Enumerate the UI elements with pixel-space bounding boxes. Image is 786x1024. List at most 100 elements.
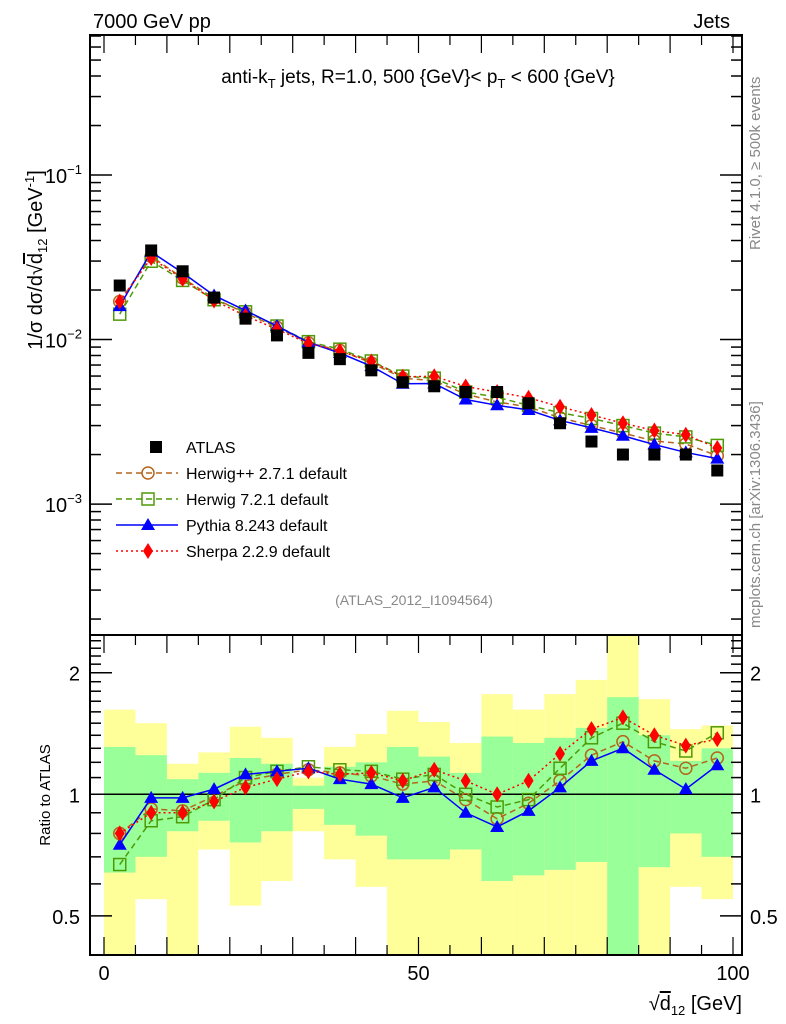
ylabel-arg: d xyxy=(25,253,47,264)
title-sub-a: T xyxy=(268,76,276,91)
legend-label-1: Herwig 7.2.1 default xyxy=(186,492,329,509)
main-series-line-0 xyxy=(119,255,718,457)
ratio-ytick-label-left: 2 xyxy=(69,664,80,686)
main-series-line-2 xyxy=(119,250,718,460)
ratio-series-3-point xyxy=(492,786,503,803)
x-axis-label: √d12 [GeV] xyxy=(649,993,742,1018)
tick-exp: −3 xyxy=(67,491,82,506)
ratio-series-2-point xyxy=(144,790,159,803)
ylabel-sub: 12 xyxy=(35,238,50,252)
title-part-b: jets, R=1.0, 500 {GeV}< p xyxy=(276,67,498,88)
atlas-data-point xyxy=(302,346,315,359)
atlas-data-point xyxy=(113,279,126,292)
svg-text:1/σ dσ/d√d12 [GeV-1]: 1/σ dσ/d√d12 [GeV-1] xyxy=(22,170,50,350)
ratio-series-3-point xyxy=(460,772,471,789)
legend-marker-0 xyxy=(141,466,155,480)
title-part-a: anti-k xyxy=(221,67,268,88)
ratio-axes: 2 2 1 1 0.5 0.5 0 50 100 xyxy=(52,634,778,985)
xlabel-unit: [GeV] xyxy=(685,993,742,1015)
ratio-series-2-point xyxy=(710,758,725,771)
ratio-series-2-point xyxy=(458,805,473,818)
ratio-series-3-point xyxy=(209,793,220,810)
ratio-band-inner xyxy=(481,736,513,881)
tick-base: 10 xyxy=(45,495,67,517)
legend-label-2: Pythia 8.243 default xyxy=(186,518,328,535)
legend: ATLAS Herwig++ 2.7.1 default Herwig 7.2.1 … xyxy=(116,440,348,561)
ratio-series-2-point xyxy=(395,790,410,803)
ratio-series-3-point xyxy=(555,745,566,762)
plot-title: anti-kT jets, R=1.0, 500 {GeV}< pT < 600… xyxy=(221,67,615,91)
ylabel-close: ] xyxy=(25,170,47,176)
legend-marker-2 xyxy=(141,518,155,530)
ratio-ylabel: Ratio to ATLAS xyxy=(37,744,54,845)
atlas-points xyxy=(113,244,724,477)
tick-exp: −2 xyxy=(67,327,82,342)
ratio-band-inner xyxy=(638,735,671,868)
ratio-ytick-label-right: 0.5 xyxy=(750,907,778,929)
mcplots-credit-text: mcplots.cern.ch [arXiv:1306.3436] xyxy=(747,401,764,628)
main-series-2-point xyxy=(710,451,725,464)
main-ylabel: 1/σ dσ/d√d12 [GeV-1] xyxy=(22,170,50,350)
main-series-2-point xyxy=(615,428,630,441)
atlas-data-point xyxy=(585,435,598,448)
atlas-data-point xyxy=(554,417,567,430)
main-axes: 10−110−210−3 xyxy=(45,34,743,636)
atlas-data-point xyxy=(711,464,724,477)
xlabel-sqrt: √ xyxy=(649,993,660,1015)
legend-label-atlas: ATLAS xyxy=(186,440,236,457)
ratio-series-2-point xyxy=(269,764,284,777)
atlas-data-point xyxy=(176,265,189,278)
ratio-series-3-point xyxy=(649,727,660,744)
ratio-series-3-point xyxy=(586,721,597,738)
reference-label: (ATLAS_2012_I1094564) xyxy=(335,592,493,608)
ratio-series-3-point xyxy=(429,761,440,778)
main-series-3-point xyxy=(146,249,157,266)
main-series-3-point xyxy=(114,293,125,310)
ratio-series-3-point xyxy=(146,804,157,821)
title-part-c: < 600 {GeV} xyxy=(505,67,614,88)
atlas-data-point xyxy=(396,376,409,389)
legend-marker-3 xyxy=(143,543,153,559)
main-series-2-point xyxy=(490,398,505,411)
atlas-data-point xyxy=(428,380,441,393)
atlas-data-point xyxy=(679,448,692,461)
main-series-3-point xyxy=(680,426,691,443)
main-ytick-label: 10−1 xyxy=(45,162,82,188)
ratio-series-3-point xyxy=(680,737,691,754)
atlas-data-point xyxy=(208,291,221,304)
ylabel-sqrt: √ xyxy=(25,264,47,275)
ratio-series-3-point xyxy=(617,709,628,726)
ratio-series-2-point xyxy=(175,790,190,803)
ratio-series-2-point xyxy=(427,780,442,793)
ratio-series-2-point xyxy=(678,782,693,795)
atlas-data-point xyxy=(145,244,158,257)
main-series-3-point xyxy=(649,422,660,439)
atlas-data-point xyxy=(365,364,378,377)
main-series-3-point xyxy=(617,415,628,432)
ratio-series-2-point xyxy=(490,819,505,832)
xlabel-arg: d xyxy=(660,993,671,1015)
ylabel-sup: -1 xyxy=(22,176,37,188)
ratio-series-2-point xyxy=(112,837,127,850)
ratio-ytick-label-right: 1 xyxy=(750,785,761,807)
x-tick-label: 0 xyxy=(98,963,109,985)
ratio-band-inner xyxy=(292,785,325,809)
tick-base: 10 xyxy=(45,166,67,188)
atlas-data-point xyxy=(522,397,535,410)
main-series-3-point xyxy=(586,406,597,423)
ratio-series-1-point xyxy=(553,761,567,776)
ratio-bands xyxy=(104,635,733,955)
atlas-data-point xyxy=(239,312,252,325)
main-series-3-point xyxy=(712,439,723,456)
ratio-ytick-label-left: 0.5 xyxy=(52,907,80,929)
ratio-series-line-1 xyxy=(119,722,718,865)
ratio-series-2-point xyxy=(521,803,536,816)
atlas-data-point xyxy=(333,353,346,366)
ratio-series-3-point xyxy=(240,779,251,796)
ratio-ytick-label-left: 1 xyxy=(69,785,80,807)
atlas-data-point xyxy=(270,329,283,342)
ratio-ytick-label-right: 2 xyxy=(750,664,761,686)
ratio-series-2-point xyxy=(584,753,599,766)
ratio-series-3-point xyxy=(334,766,345,783)
